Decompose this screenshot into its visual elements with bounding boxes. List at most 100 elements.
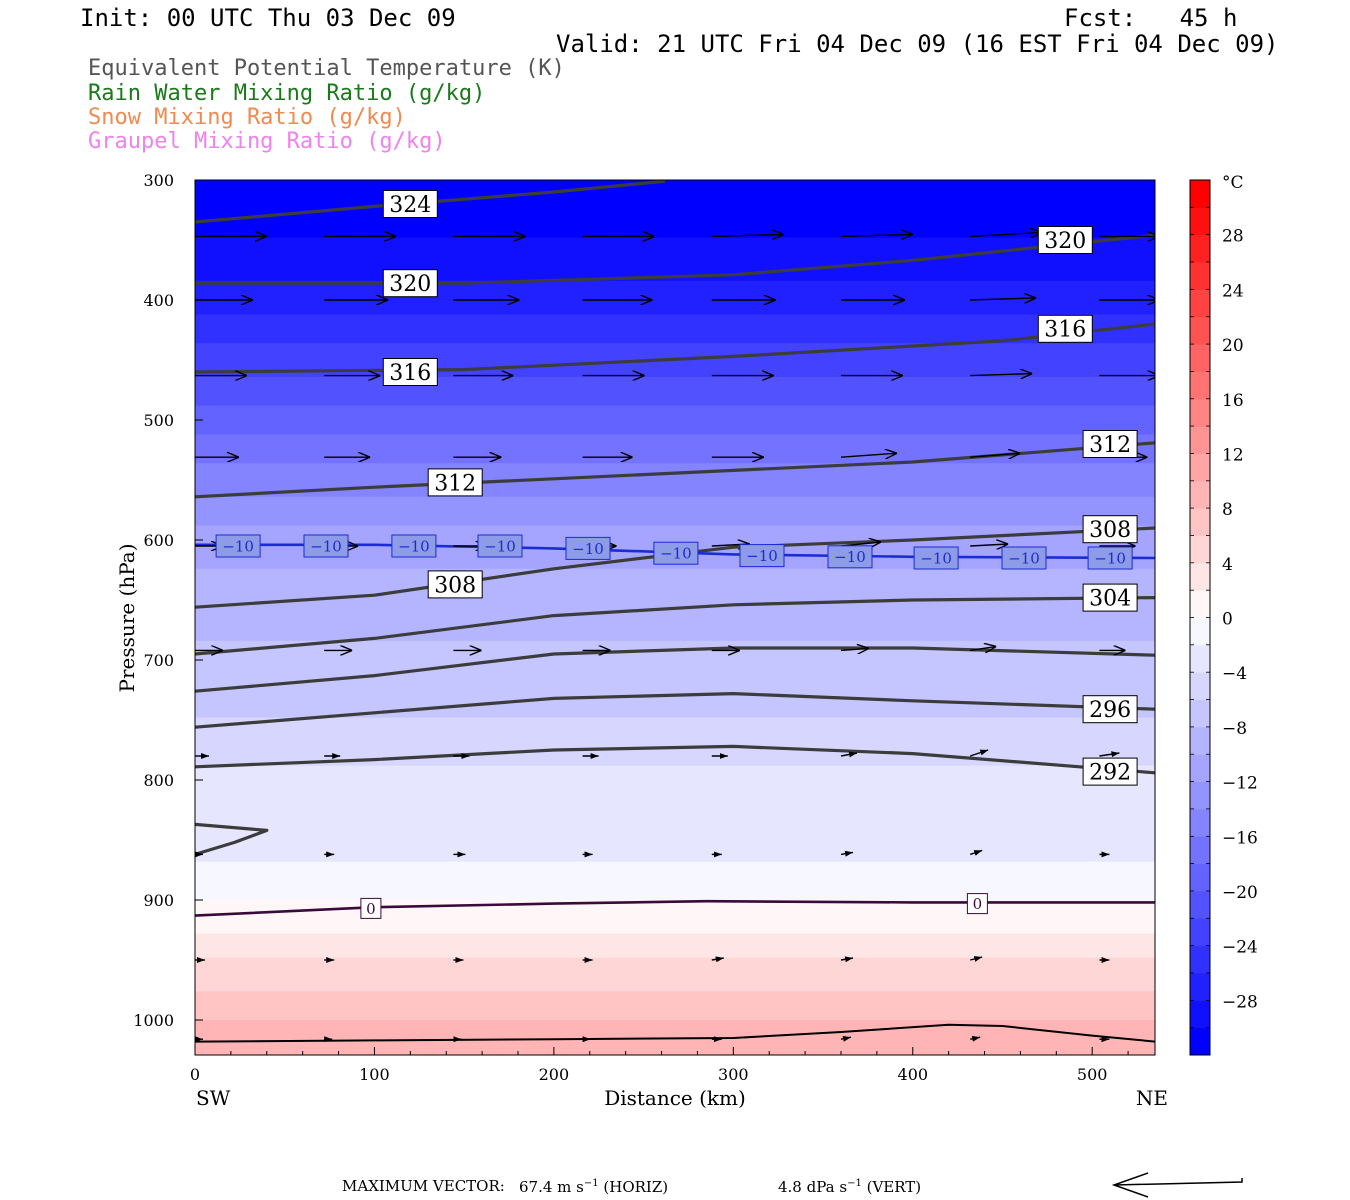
theta-e-label-box (382, 269, 438, 298)
temperature-band (195, 511, 1155, 517)
temperature-band (195, 434, 1155, 440)
temperature-band (195, 372, 1155, 378)
temperature-band (195, 1015, 1155, 1021)
theta-e-label-box (1037, 226, 1093, 254)
isotherm-minus10-label-box (303, 534, 349, 558)
theta-e-label: 308 (434, 573, 476, 598)
temperature-band (195, 271, 1155, 277)
reference-vector-arrow (1111, 1172, 1243, 1198)
temperature-band (195, 784, 1155, 791)
temperature-band (195, 242, 1155, 248)
colorbar-tick-label: 12 (1222, 445, 1244, 465)
temperature-band (195, 266, 1155, 272)
colorbar-swatch (1190, 781, 1210, 810)
temperature-band (195, 842, 1155, 848)
wind-vector (970, 453, 1020, 457)
temperature-band (195, 386, 1155, 392)
temperature-band (195, 530, 1155, 536)
temperature-band (195, 852, 1155, 858)
wind-vector (970, 232, 1042, 236)
temperature-band (195, 861, 1155, 867)
temperature-band (195, 1034, 1155, 1040)
temperature-band (195, 890, 1155, 896)
temperature-band (195, 314, 1155, 320)
temperature-band (195, 828, 1155, 834)
isotherm-minus10-label: −10 (1008, 549, 1040, 567)
ground-line (195, 1023, 1155, 1043)
theta-e-label: 320 (1044, 229, 1086, 254)
temperature-band (195, 760, 1155, 767)
temperature-band (195, 516, 1155, 522)
temperature-band (195, 535, 1155, 541)
temperature-band (195, 933, 1155, 939)
y-tick-label: 700 (143, 651, 174, 670)
temperature-band (195, 775, 1155, 781)
temperature-band (195, 256, 1155, 263)
colorbar-swatch (1190, 836, 1210, 865)
temperature-band (195, 818, 1155, 824)
wind-vector (970, 374, 1032, 376)
temperature-band (195, 424, 1155, 431)
temperature-band (195, 631, 1155, 637)
isotherm-minus10-label-box (739, 544, 785, 568)
temperature-band (195, 799, 1155, 805)
temperature-band (195, 444, 1155, 450)
isotherm-zero-label-box (360, 897, 382, 919)
theta-e-contour (195, 744, 1155, 775)
temperature-band (195, 199, 1155, 205)
temperature-band (195, 856, 1155, 863)
temperature-band (195, 578, 1155, 584)
wind-vector (711, 956, 724, 963)
wind-vector (840, 956, 854, 963)
theta-e-contour (195, 441, 1155, 499)
temperature-band (195, 645, 1155, 651)
temperature-band (195, 448, 1155, 455)
temperature-band (195, 1029, 1155, 1035)
temperature-band (195, 895, 1155, 901)
temperature-band (195, 967, 1155, 973)
temperature-band (195, 650, 1155, 656)
temperature-band (195, 957, 1155, 963)
temperature-band (195, 232, 1155, 239)
y-tick-label: 300 (143, 171, 174, 190)
colorbar-tick-label: −28 (1222, 992, 1258, 1012)
legend-graupel: Graupel Mixing Ratio (g/kg) (88, 129, 446, 154)
sw-end-label: SW (196, 1086, 231, 1110)
x-tick-label: 400 (898, 1065, 929, 1084)
temperature-band (195, 458, 1155, 464)
temperature-band (195, 660, 1155, 666)
temperature-band (195, 972, 1155, 978)
colorbar-swatch (1190, 207, 1210, 236)
temperature-band (195, 376, 1155, 383)
forecast-hour: Fcst: 45 h (1064, 4, 1238, 32)
temperature-band (195, 564, 1155, 570)
temperature-band (195, 304, 1155, 311)
max-vector-label: MAXIMUM VECTOR: (342, 1177, 505, 1195)
temperature-band (195, 333, 1155, 339)
theta-e-label-box (427, 570, 483, 599)
temperature-band (195, 439, 1155, 445)
temperature-band (195, 525, 1155, 531)
temperature-band (195, 751, 1155, 757)
temperature-band (195, 996, 1155, 1002)
colorbar-swatch (1190, 672, 1210, 700)
theta-e-label-box (382, 190, 438, 218)
temperature-band (195, 463, 1155, 469)
colorbar-swatch (1190, 918, 1210, 947)
temperature-band (195, 568, 1155, 575)
temperature-band (195, 847, 1155, 853)
temperature-band (195, 194, 1155, 200)
colorbar-swatch (1190, 535, 1210, 564)
wind-vector (969, 749, 989, 757)
temperature-band (195, 732, 1155, 738)
theta-e-label-box (1037, 314, 1093, 343)
isotherm-minus10-label-box (391, 534, 437, 558)
max-vector-vert: 4.8 dPa s−1 (VERT) (778, 1178, 922, 1196)
colorbar-swatch (1190, 890, 1210, 919)
isotherm-minus10-label: −10 (834, 548, 866, 566)
temperature-band (195, 184, 1155, 191)
theta-e-contour (195, 692, 1155, 729)
temperature-band (195, 285, 1155, 291)
temperature-band (195, 223, 1155, 229)
isotherm-minus10-label-box (653, 541, 699, 565)
